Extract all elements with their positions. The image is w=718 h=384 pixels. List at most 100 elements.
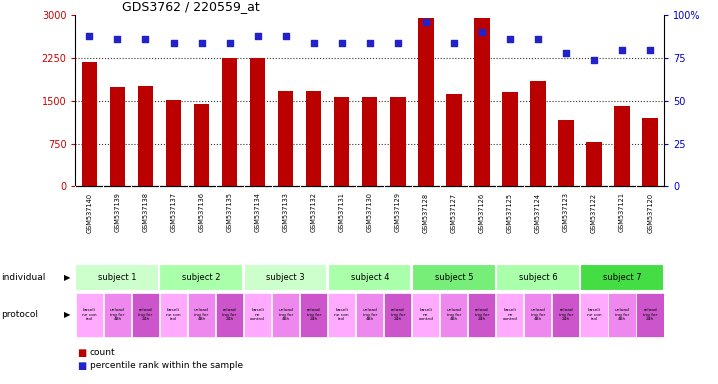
Point: [364, 40, 376, 46]
Text: protocol: protocol: [1, 310, 39, 319]
Text: GSM537130: GSM537130: [367, 192, 373, 232]
Text: unload
ing for
48h: unload ing for 48h: [447, 308, 462, 321]
Bar: [243, 265, 326, 290]
Bar: [244, 293, 271, 337]
Bar: [306, 91, 322, 186]
Bar: [131, 293, 159, 337]
Point: [644, 46, 656, 53]
Text: unload
ing for
48h: unload ing for 48h: [194, 308, 209, 321]
Text: GSM537138: GSM537138: [142, 192, 149, 232]
Text: GSM537135: GSM537135: [227, 192, 233, 232]
Text: subject 7: subject 7: [603, 273, 641, 282]
Bar: [643, 118, 658, 186]
Text: percentile rank within the sample: percentile rank within the sample: [90, 361, 243, 370]
Bar: [390, 98, 406, 186]
Text: reload
ing for
24h: reload ing for 24h: [139, 308, 153, 321]
Text: GSM537125: GSM537125: [507, 192, 513, 232]
Text: GSM537131: GSM537131: [339, 192, 345, 232]
Bar: [636, 293, 663, 337]
Bar: [159, 265, 242, 290]
Text: unload
ing for
48h: unload ing for 48h: [278, 308, 293, 321]
Text: subject 6: subject 6: [518, 273, 557, 282]
Point: [280, 33, 292, 39]
Bar: [503, 92, 518, 186]
Bar: [496, 265, 579, 290]
Text: GSM537122: GSM537122: [591, 192, 597, 232]
Bar: [75, 293, 103, 337]
Point: [532, 36, 544, 42]
Point: [168, 40, 180, 46]
Point: [504, 36, 516, 42]
Point: [588, 57, 600, 63]
Text: individual: individual: [1, 273, 46, 282]
Point: [616, 46, 628, 53]
Bar: [412, 265, 495, 290]
Text: reload
ing for
24h: reload ing for 24h: [223, 308, 237, 321]
Point: [140, 36, 151, 42]
Text: ▶: ▶: [64, 310, 70, 319]
Text: subject 2: subject 2: [182, 273, 221, 282]
Bar: [587, 142, 602, 186]
Bar: [103, 293, 131, 337]
Text: GSM537124: GSM537124: [535, 192, 541, 232]
Text: unload
ing for
48h: unload ing for 48h: [615, 308, 630, 321]
Text: GSM537133: GSM537133: [283, 192, 289, 232]
Point: [112, 36, 123, 42]
Text: unload
ing for
48h: unload ing for 48h: [110, 308, 125, 321]
Bar: [75, 265, 158, 290]
Text: ■: ■: [77, 361, 86, 371]
Bar: [440, 293, 467, 337]
Text: GSM537126: GSM537126: [479, 192, 485, 232]
Text: GSM537123: GSM537123: [563, 192, 569, 232]
Bar: [615, 106, 630, 186]
Bar: [110, 86, 125, 186]
Bar: [188, 293, 215, 337]
Text: ▶: ▶: [64, 273, 70, 282]
Point: [336, 40, 348, 46]
Text: baseli
ne con
trol: baseli ne con trol: [82, 308, 97, 321]
Text: GSM537129: GSM537129: [395, 192, 401, 232]
Point: [560, 50, 572, 56]
Text: subject 5: subject 5: [434, 273, 473, 282]
Bar: [474, 18, 490, 186]
Bar: [608, 293, 635, 337]
Text: reload
ing for
24h: reload ing for 24h: [643, 308, 657, 321]
Text: baseli
ne con
trol: baseli ne con trol: [587, 308, 602, 321]
Text: GSM537128: GSM537128: [423, 192, 429, 232]
Text: subject 3: subject 3: [266, 273, 305, 282]
Text: baseli
ne
control: baseli ne control: [250, 308, 265, 321]
Text: reload
ing for
24h: reload ing for 24h: [559, 308, 573, 321]
Bar: [222, 58, 237, 186]
Text: unload
ing for
48h: unload ing for 48h: [531, 308, 546, 321]
Bar: [552, 293, 579, 337]
Bar: [559, 120, 574, 186]
Bar: [524, 293, 551, 337]
Text: baseli
ne con
trol: baseli ne con trol: [166, 308, 181, 321]
Text: GSM537121: GSM537121: [619, 192, 625, 232]
Text: GSM537137: GSM537137: [170, 192, 177, 232]
Bar: [580, 265, 663, 290]
Bar: [496, 293, 523, 337]
Bar: [580, 293, 607, 337]
Bar: [138, 86, 153, 186]
Text: subject 1: subject 1: [98, 273, 136, 282]
Text: GSM537132: GSM537132: [311, 192, 317, 232]
Point: [448, 40, 460, 46]
Bar: [82, 62, 97, 186]
Text: reload
ing for
24h: reload ing for 24h: [475, 308, 489, 321]
Bar: [328, 293, 355, 337]
Bar: [384, 293, 411, 337]
Text: GSM537127: GSM537127: [451, 192, 457, 232]
Text: baseli
ne con
trol: baseli ne con trol: [335, 308, 349, 321]
Bar: [327, 265, 411, 290]
Point: [476, 30, 488, 36]
Text: GSM537136: GSM537136: [199, 192, 205, 232]
Bar: [272, 293, 299, 337]
Text: reload
ing for
24h: reload ing for 24h: [307, 308, 321, 321]
Text: count: count: [90, 348, 116, 357]
Bar: [418, 18, 434, 186]
Text: baseli
ne
control: baseli ne control: [419, 308, 434, 321]
Text: ■: ■: [77, 348, 86, 358]
Point: [392, 40, 404, 46]
Bar: [356, 293, 383, 337]
